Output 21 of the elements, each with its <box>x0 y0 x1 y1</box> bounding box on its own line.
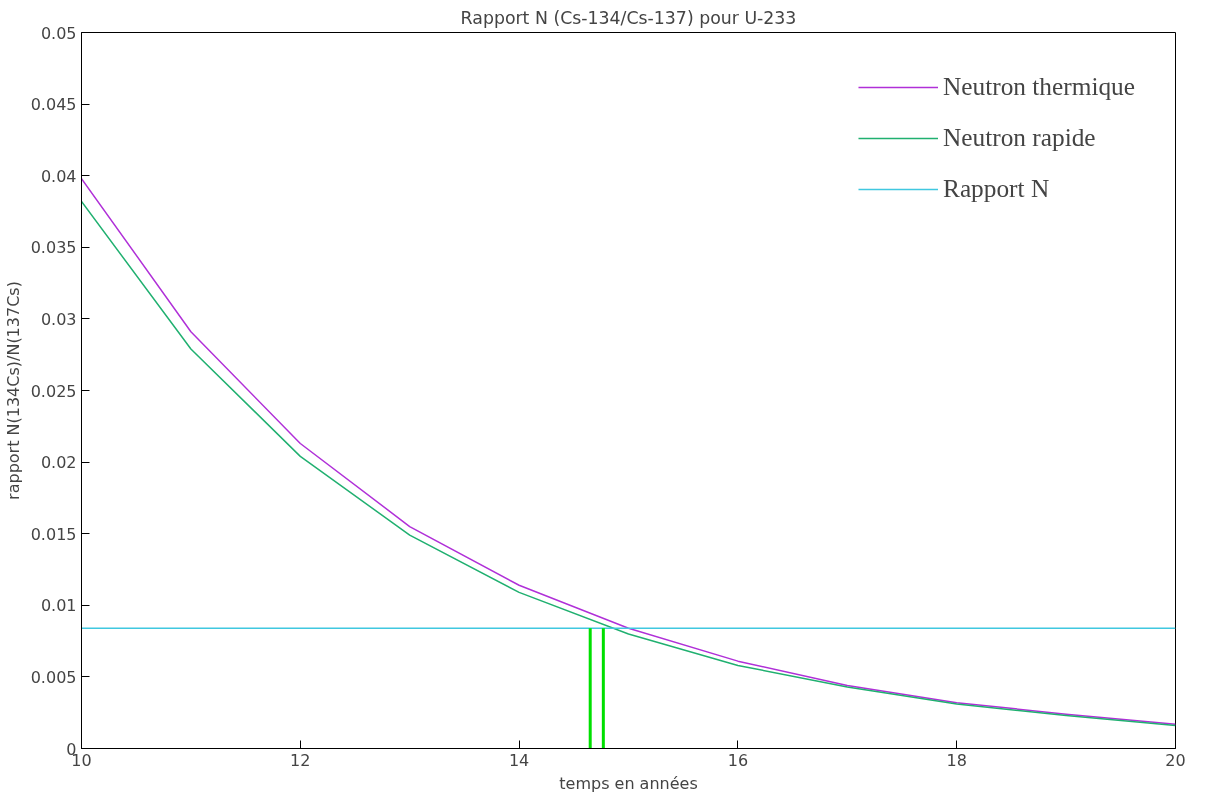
y-tick-label: 0.035 <box>30 238 77 258</box>
y-tick-label: 0.025 <box>30 381 77 401</box>
y-tick-label: 0.015 <box>30 524 77 544</box>
legend-label: Rapport N <box>942 174 1050 203</box>
y-tick-label: 0.005 <box>30 667 77 687</box>
x-tick-label: 16 <box>727 750 749 770</box>
x-tick-label: 14 <box>508 750 530 770</box>
legend-label: Neutron rapide <box>942 123 1096 152</box>
y-tick-label: 0.02 <box>40 453 77 473</box>
y-tick-label: 0.045 <box>30 95 77 115</box>
y-tick-label: 0.01 <box>40 596 77 616</box>
legend-label: Neutron thermique <box>942 72 1135 101</box>
y-tick-label: 0.03 <box>40 309 77 329</box>
x-axis-title: temps en années <box>559 773 698 793</box>
chart-title: Rapport N (Cs-134/Cs-137) pour U-233 <box>460 7 797 28</box>
x-tick-label: 18 <box>946 750 967 770</box>
x-tick-label: 20 <box>1165 750 1186 770</box>
y-tick-label: 0.05 <box>40 23 77 43</box>
y-tick-label: 0.04 <box>40 166 77 186</box>
x-tick-label: 12 <box>290 750 311 770</box>
y-axis-title: rapport N(134Cs)/N(137Cs) <box>3 281 23 500</box>
